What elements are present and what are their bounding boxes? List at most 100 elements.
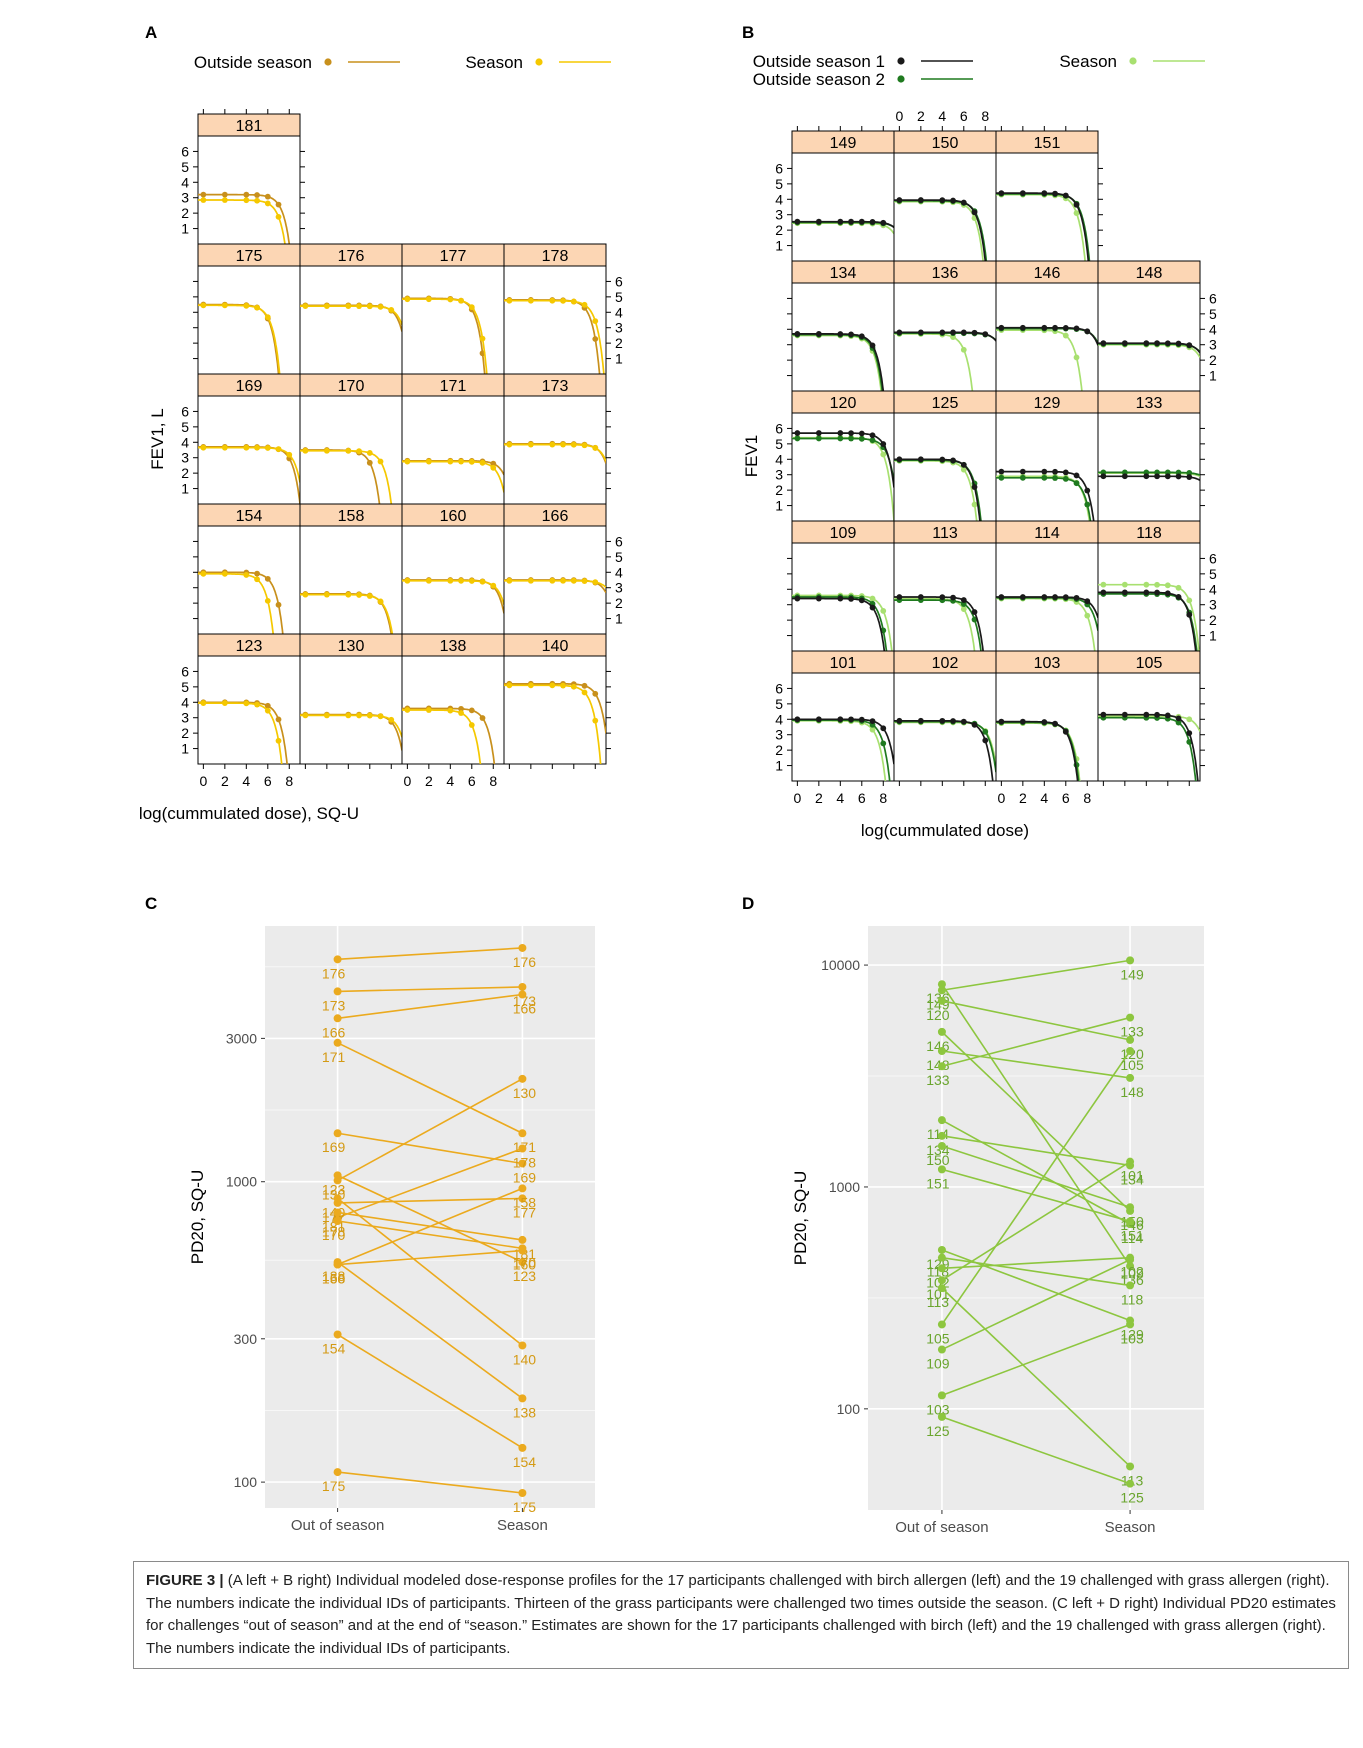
facet-plot-area xyxy=(299,525,403,635)
point-out-of-season xyxy=(937,996,946,1005)
facet-114: 114 xyxy=(995,520,1099,652)
y-tick-label: 1 xyxy=(775,498,783,514)
point-season xyxy=(560,297,566,304)
point-season xyxy=(518,1443,527,1452)
point-season xyxy=(458,458,464,465)
facet-plot-area xyxy=(299,655,403,765)
point-season xyxy=(404,577,411,584)
point-outside-season-1 xyxy=(1175,715,1182,722)
point-season xyxy=(323,447,330,454)
point-outside-season-1 xyxy=(917,456,924,463)
point-season xyxy=(1186,597,1193,604)
point-season xyxy=(950,334,956,341)
point-label: 178 xyxy=(322,1224,346,1240)
subject-line xyxy=(337,1197,523,1347)
facet-plot-area xyxy=(791,672,895,782)
curve-outside-season-1 xyxy=(894,458,981,521)
point-season xyxy=(323,303,330,310)
x-tick-label: Season xyxy=(1105,1519,1156,1536)
point-outside-season-1 xyxy=(1175,594,1182,600)
subject-109: 109 109 xyxy=(926,1255,1144,1372)
facet-105: 105 xyxy=(1097,650,1201,782)
point-outside-season-1 xyxy=(896,717,903,724)
point-season xyxy=(506,577,513,584)
point-outside-season xyxy=(581,682,588,689)
facet-label: 149 xyxy=(830,135,857,152)
point-outside-season-2 xyxy=(1062,475,1069,482)
point-season xyxy=(560,577,566,584)
subject-line xyxy=(337,1042,523,1134)
y-tick-label: 6 xyxy=(1209,290,1217,306)
point-outside-season-1 xyxy=(971,329,978,336)
facet-177: 177 xyxy=(401,243,505,375)
point-season xyxy=(581,301,588,308)
point-season xyxy=(581,689,588,696)
y-tick-label: 6 xyxy=(181,663,189,679)
curve-season xyxy=(198,199,286,244)
subject-103: 103 103 xyxy=(926,1320,1144,1417)
point-label: 173 xyxy=(513,993,537,1009)
point-outside-season-1 xyxy=(1062,192,1069,199)
point-outside-season-1 xyxy=(837,218,844,225)
facet-label: 175 xyxy=(236,248,263,265)
point-label: 130 xyxy=(513,1085,537,1101)
y-tick-label: 5 xyxy=(181,679,189,695)
point-outside-season-1 xyxy=(815,218,822,225)
point-season xyxy=(425,577,432,584)
facet-series xyxy=(402,295,488,374)
subject-line xyxy=(337,1197,523,1204)
panel-letter: B xyxy=(742,23,754,42)
point-season xyxy=(264,200,271,207)
point-outside-season-1 xyxy=(815,430,822,436)
facet-series xyxy=(300,711,402,751)
point-outside-season xyxy=(200,191,207,198)
y-tick-label: 3 xyxy=(181,190,189,206)
facet-series xyxy=(198,699,288,764)
point-out-of-season xyxy=(333,1194,342,1203)
point-outside-season-1 xyxy=(848,331,854,338)
facet-series xyxy=(198,191,291,244)
point-season xyxy=(479,578,486,585)
facet-171: 171 xyxy=(401,373,505,505)
point-season xyxy=(581,578,588,584)
facet-113: 113 xyxy=(893,520,997,652)
facet-154: 154 xyxy=(197,503,301,635)
facet-series xyxy=(504,680,606,764)
facet-label: 150 xyxy=(932,135,959,152)
legend-label: Outside season 1 xyxy=(753,52,885,71)
facet-label: 113 xyxy=(932,525,958,542)
facet-series xyxy=(792,331,885,391)
point-season xyxy=(527,682,534,689)
facet-label: 138 xyxy=(440,638,467,655)
facet-181: 181 xyxy=(197,113,301,245)
x-axis-label: log(cummulated dose) xyxy=(861,821,1029,840)
point-label: 129 xyxy=(1120,1327,1144,1343)
point-outside-season-1 xyxy=(971,721,978,728)
x-tick-label: 2 xyxy=(917,108,925,124)
facet-170: 170 xyxy=(299,373,403,505)
facet-label: 114 xyxy=(1034,525,1060,542)
x-tick-label: 6 xyxy=(858,790,866,806)
point-season xyxy=(1126,1046,1135,1055)
facet-series xyxy=(996,718,1081,781)
point-out-of-season xyxy=(333,955,342,964)
point-outside-season-1 xyxy=(1052,594,1058,600)
point-season xyxy=(1100,581,1107,588)
y-tick-label: 4 xyxy=(615,564,623,580)
point-season xyxy=(1164,582,1171,589)
y-tick-label: 3 xyxy=(615,320,623,336)
point-season xyxy=(221,302,228,309)
x-tick-label: 2 xyxy=(221,773,229,789)
y-tick-label: 1 xyxy=(775,758,783,774)
point-outside-season-2 xyxy=(858,435,865,442)
facet-label: 158 xyxy=(338,508,365,525)
point-out-of-season xyxy=(937,1284,946,1293)
facet-label: 151 xyxy=(1034,135,1061,152)
point-label: 154 xyxy=(513,1454,537,1470)
point-season xyxy=(1073,210,1080,217)
point-label: 154 xyxy=(322,1341,346,1357)
point-outside-season-1 xyxy=(1175,340,1182,347)
point-out-of-season xyxy=(333,1129,342,1138)
